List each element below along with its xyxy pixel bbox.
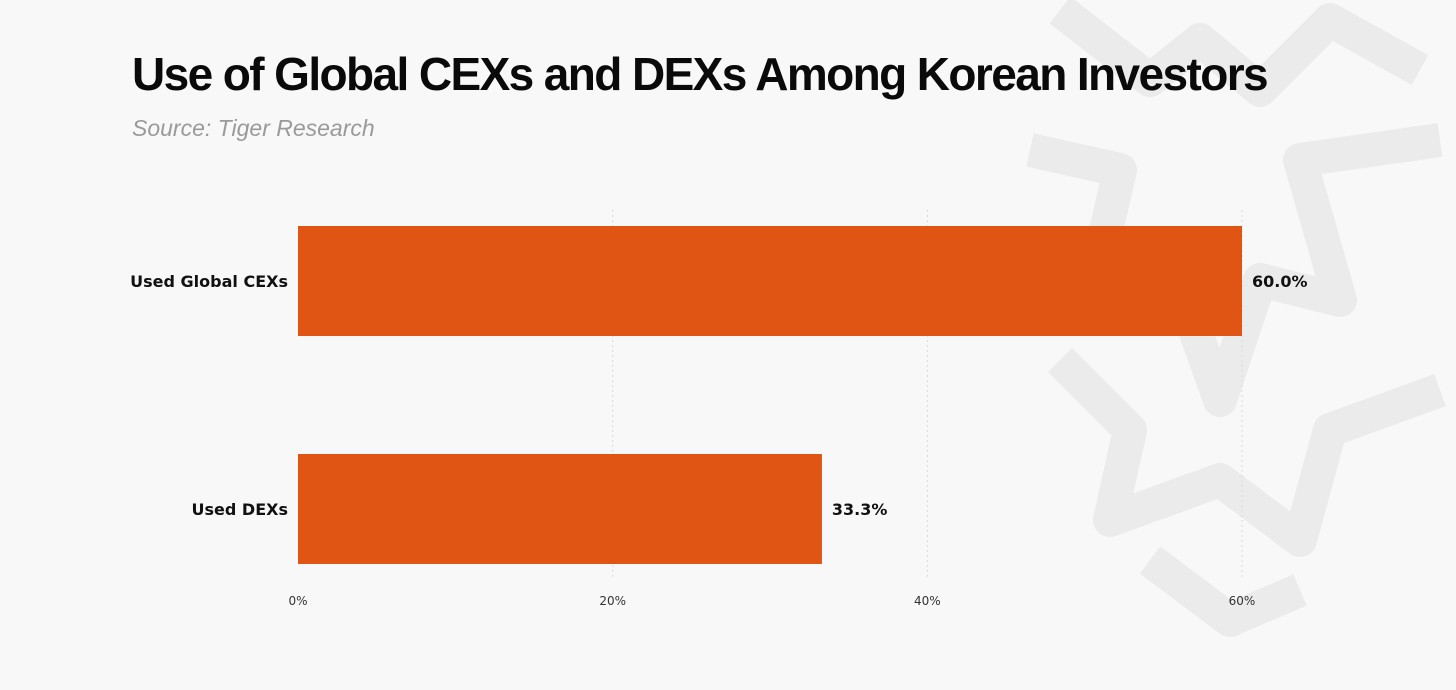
x-tick-label: 20% [599,594,626,608]
category-label: Used Global CEXs [130,272,288,291]
x-tick-label: 60% [1229,594,1256,608]
x-tick-label: 40% [914,594,941,608]
x-tick-label: 0% [288,594,307,608]
value-label: 33.3% [832,500,888,519]
value-label: 60.0% [1252,272,1308,291]
bar-1 [298,226,1242,336]
tiger-logo-icon [1026,0,1446,637]
source-note: Source: Tiger Research [132,115,375,141]
category-label: Used DEXs [192,500,288,519]
page-title: Use of Global CEXs and DEXs Among Korean… [132,48,1269,100]
bar-2 [298,454,822,564]
